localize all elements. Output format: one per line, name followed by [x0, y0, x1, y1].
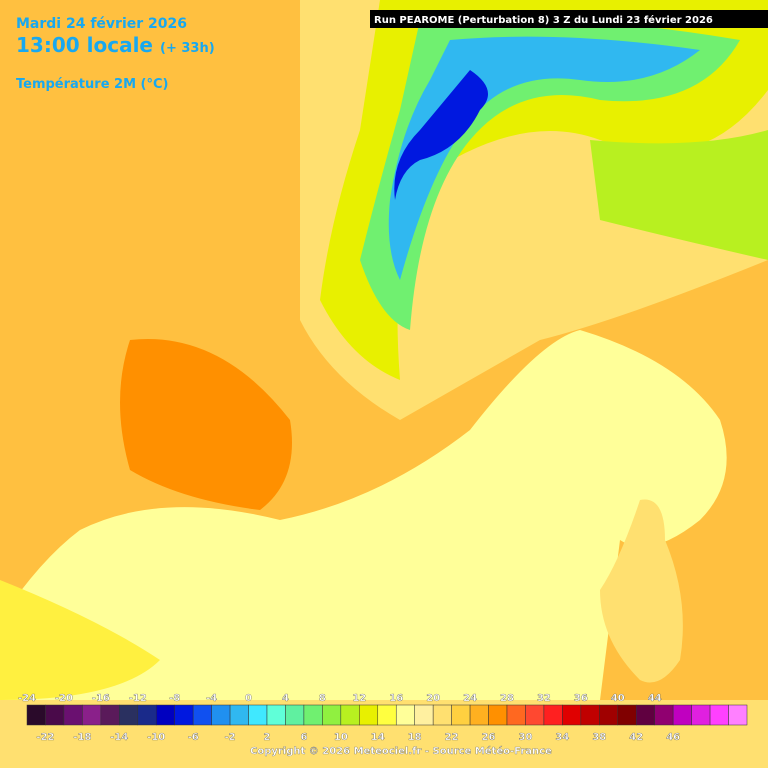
- copyright: Copyright © 2026 Meteociel.fr - Source M…: [250, 745, 552, 757]
- legend-label: -6: [188, 732, 199, 743]
- legend-swatch: [26, 704, 46, 726]
- legend-swatch: [229, 704, 249, 726]
- legend-swatch: [303, 704, 323, 726]
- legend-swatch: [691, 704, 711, 726]
- date: Mardi 24 février 2026: [16, 16, 187, 32]
- legend-swatch: [137, 704, 157, 726]
- legend-label: 46: [666, 732, 680, 743]
- legend-label: 0: [245, 693, 252, 704]
- legend-swatch: [469, 704, 489, 726]
- legend-swatch: [672, 704, 692, 726]
- legend-swatch: [63, 704, 83, 726]
- legend-swatch: [562, 704, 582, 726]
- legend-label: 22: [445, 732, 459, 743]
- legend-label: 2: [264, 732, 271, 743]
- legend-swatch: [506, 704, 526, 726]
- legend-swatch: [322, 704, 342, 726]
- legend-label: 36: [574, 693, 588, 704]
- legend-label: 16: [389, 693, 403, 704]
- legend-label: 40: [611, 693, 625, 704]
- legend-label: -4: [206, 693, 217, 704]
- legend-swatch: [45, 704, 65, 726]
- alps-peaks: [394, 70, 488, 200]
- legend-label: 18: [408, 732, 422, 743]
- legend-label: -24: [18, 693, 36, 704]
- legend-swatch: [395, 704, 415, 726]
- legend-swatch: [543, 704, 563, 726]
- legend-label: 32: [537, 693, 551, 704]
- warm-zone: [120, 339, 292, 510]
- lead-time: (+ 33h): [160, 41, 215, 56]
- legend-label: -10: [147, 732, 165, 743]
- legend-label: 34: [555, 732, 569, 743]
- legend-swatch: [709, 704, 729, 726]
- legend-swatch: [359, 704, 379, 726]
- legend-label: -16: [92, 693, 110, 704]
- legend-swatch: [635, 704, 655, 726]
- legend-swatch: [340, 704, 360, 726]
- legend-swatch: [266, 704, 286, 726]
- legend-swatch: [100, 704, 120, 726]
- legend-swatch: [248, 704, 268, 726]
- legend-swatch: [377, 704, 397, 726]
- legend-swatch: [654, 704, 674, 726]
- legend-label: -18: [73, 732, 91, 743]
- legend: -24-22-20-18-16-14-12-10-8-6-4-202468101…: [18, 693, 748, 743]
- legend-label: 28: [500, 693, 514, 704]
- legend-label: 20: [426, 693, 440, 704]
- legend-swatch: [192, 704, 212, 726]
- legend-label: -20: [55, 693, 73, 704]
- legend-swatch: [451, 704, 471, 726]
- time: 13:00 locale: [16, 33, 153, 57]
- legend-label: 4: [282, 693, 289, 704]
- legend-swatch: [617, 704, 637, 726]
- run-banner: [370, 10, 768, 28]
- legend-label: 26: [482, 732, 496, 743]
- legend-swatch: [211, 704, 231, 726]
- legend-swatch: [580, 704, 600, 726]
- legend-label: -22: [36, 732, 54, 743]
- legend-label: 12: [352, 693, 366, 704]
- legend-swatch: [488, 704, 508, 726]
- legend-label: 10: [334, 732, 348, 743]
- legend-label: 14: [371, 732, 385, 743]
- sea-cool: [0, 580, 160, 700]
- legend-swatch: [174, 704, 194, 726]
- legend-label: -14: [110, 732, 128, 743]
- legend-label: -8: [169, 693, 180, 704]
- po-valley: [590, 130, 768, 260]
- legend-swatch: [155, 704, 175, 726]
- legend-swatch: [285, 704, 305, 726]
- legend-label: 44: [648, 693, 662, 704]
- legend-label: -12: [129, 693, 147, 704]
- legend-swatch: [432, 704, 452, 726]
- sea: [0, 330, 727, 700]
- legend-swatch: [728, 704, 748, 726]
- corsica: [600, 499, 683, 683]
- legend-swatch: [82, 704, 102, 726]
- legend-swatch: [599, 704, 619, 726]
- legend-swatch: [414, 704, 434, 726]
- legend-label: 30: [519, 732, 533, 743]
- legend-label: 6: [300, 732, 307, 743]
- legend-swatch: [119, 704, 139, 726]
- legend-label: -2: [225, 732, 236, 743]
- field-name: Température 2M (°C): [16, 77, 168, 92]
- legend-label: 8: [319, 693, 326, 704]
- run-info: Run PEAROME (Perturbation 8) 3 Z du Lund…: [374, 14, 713, 26]
- legend-label: 42: [629, 732, 643, 743]
- legend-swatch: [525, 704, 545, 726]
- legend-label: 38: [592, 732, 606, 743]
- legend-label: 24: [463, 693, 477, 704]
